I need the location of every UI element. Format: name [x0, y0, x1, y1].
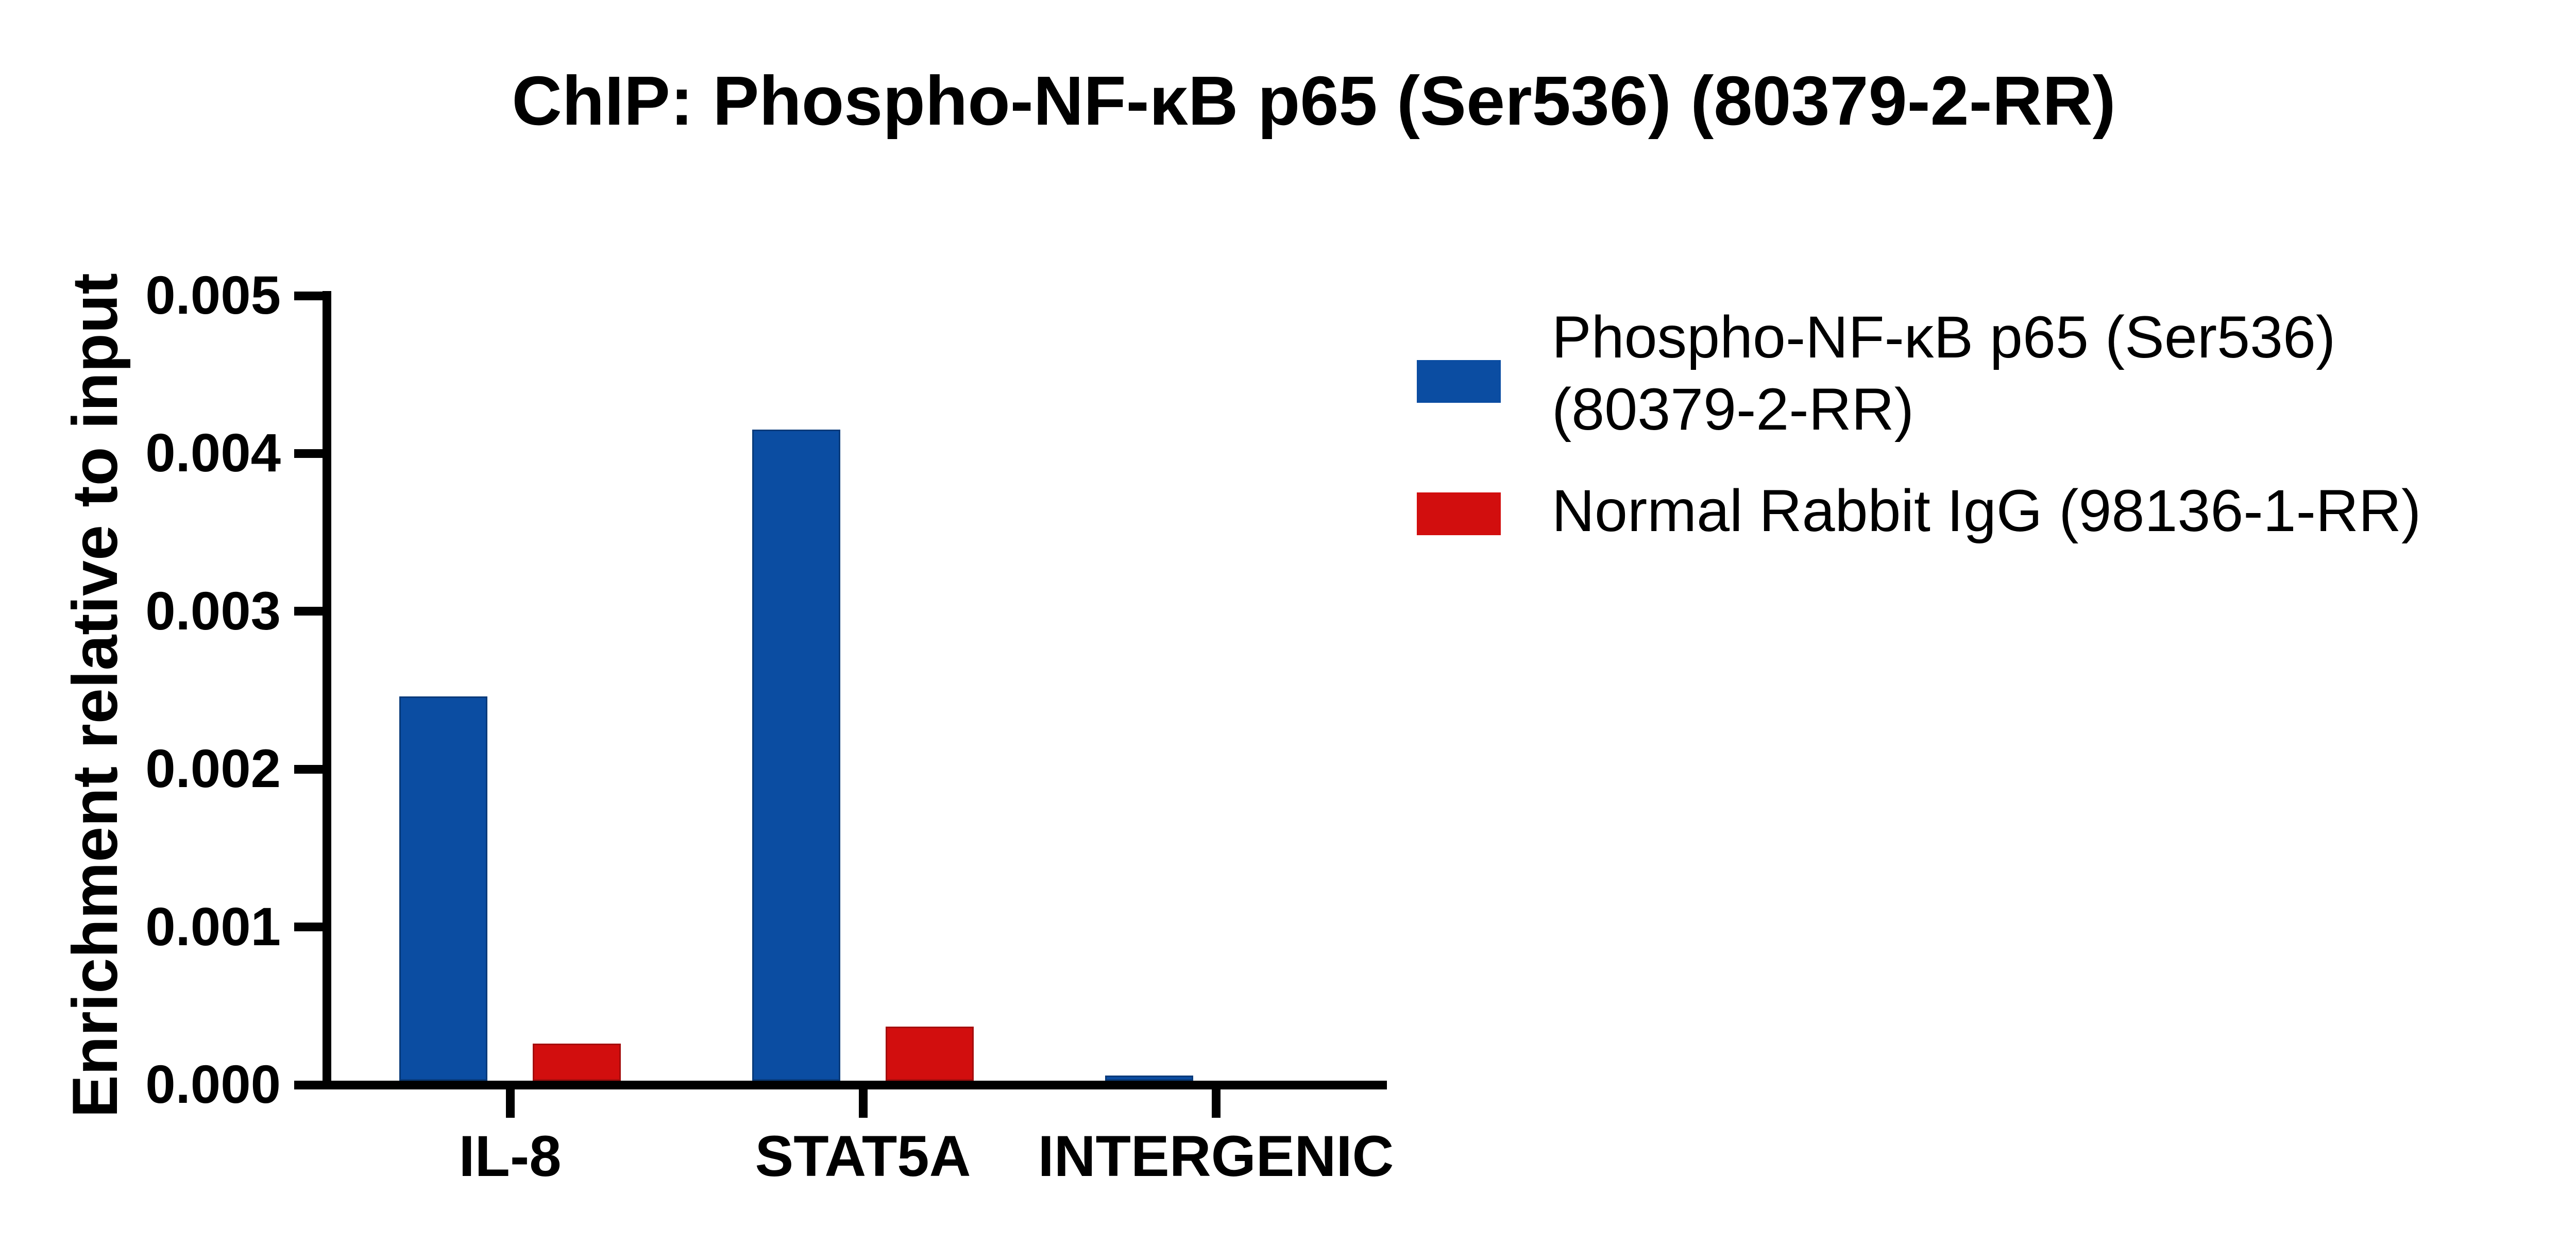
bar-intergenic-series0 — [1105, 1076, 1193, 1081]
legend-swatch-series0 — [1417, 360, 1501, 403]
chart-title: ChIP: Phospho-NF-κB p65 (Ser536) (80379-… — [512, 62, 2116, 140]
y-tick-label: 0.000 — [145, 1054, 281, 1115]
y-tick — [294, 449, 323, 458]
y-tick-label: 0.002 — [145, 739, 281, 799]
x-tick-label: STAT5A — [755, 1124, 971, 1188]
legend-label-series1: Normal Rabbit IgG (98136-1-RR) — [1552, 475, 2421, 547]
y-tick — [294, 607, 323, 616]
y-tick-label: 0.005 — [145, 265, 281, 326]
x-tick-label: IL-8 — [459, 1124, 562, 1188]
y-tick-label: 0.004 — [145, 423, 281, 484]
legend-label-line: (80379-2-RR) — [1552, 377, 1914, 442]
y-tick — [294, 1080, 323, 1089]
legend-swatch-series1 — [1417, 492, 1501, 535]
y-tick — [294, 923, 323, 932]
legend-label-line: Phospho-NF-κB p65 (Ser536) — [1552, 304, 2336, 370]
bar-il-8-series1 — [533, 1044, 621, 1081]
x-axis-line — [323, 1081, 1387, 1089]
x-tick-label: INTERGENIC — [1038, 1124, 1394, 1188]
y-tick — [294, 291, 323, 300]
bar-il-8-series0 — [399, 696, 487, 1081]
x-tick — [858, 1089, 868, 1118]
bar-stat5a-series1 — [886, 1027, 974, 1081]
y-axis-line — [323, 291, 331, 1089]
x-tick — [1211, 1089, 1221, 1118]
x-tick — [505, 1089, 515, 1118]
y-tick-label: 0.003 — [145, 581, 281, 641]
y-tick — [294, 764, 323, 774]
legend-label-line: Normal Rabbit IgG (98136-1-RR) — [1552, 478, 2421, 544]
legend-label-series0: Phospho-NF-κB p65 (Ser536) (80379-2-RR) — [1552, 301, 2335, 446]
y-tick-label: 0.001 — [145, 896, 281, 957]
bar-stat5a-series0 — [752, 430, 840, 1081]
